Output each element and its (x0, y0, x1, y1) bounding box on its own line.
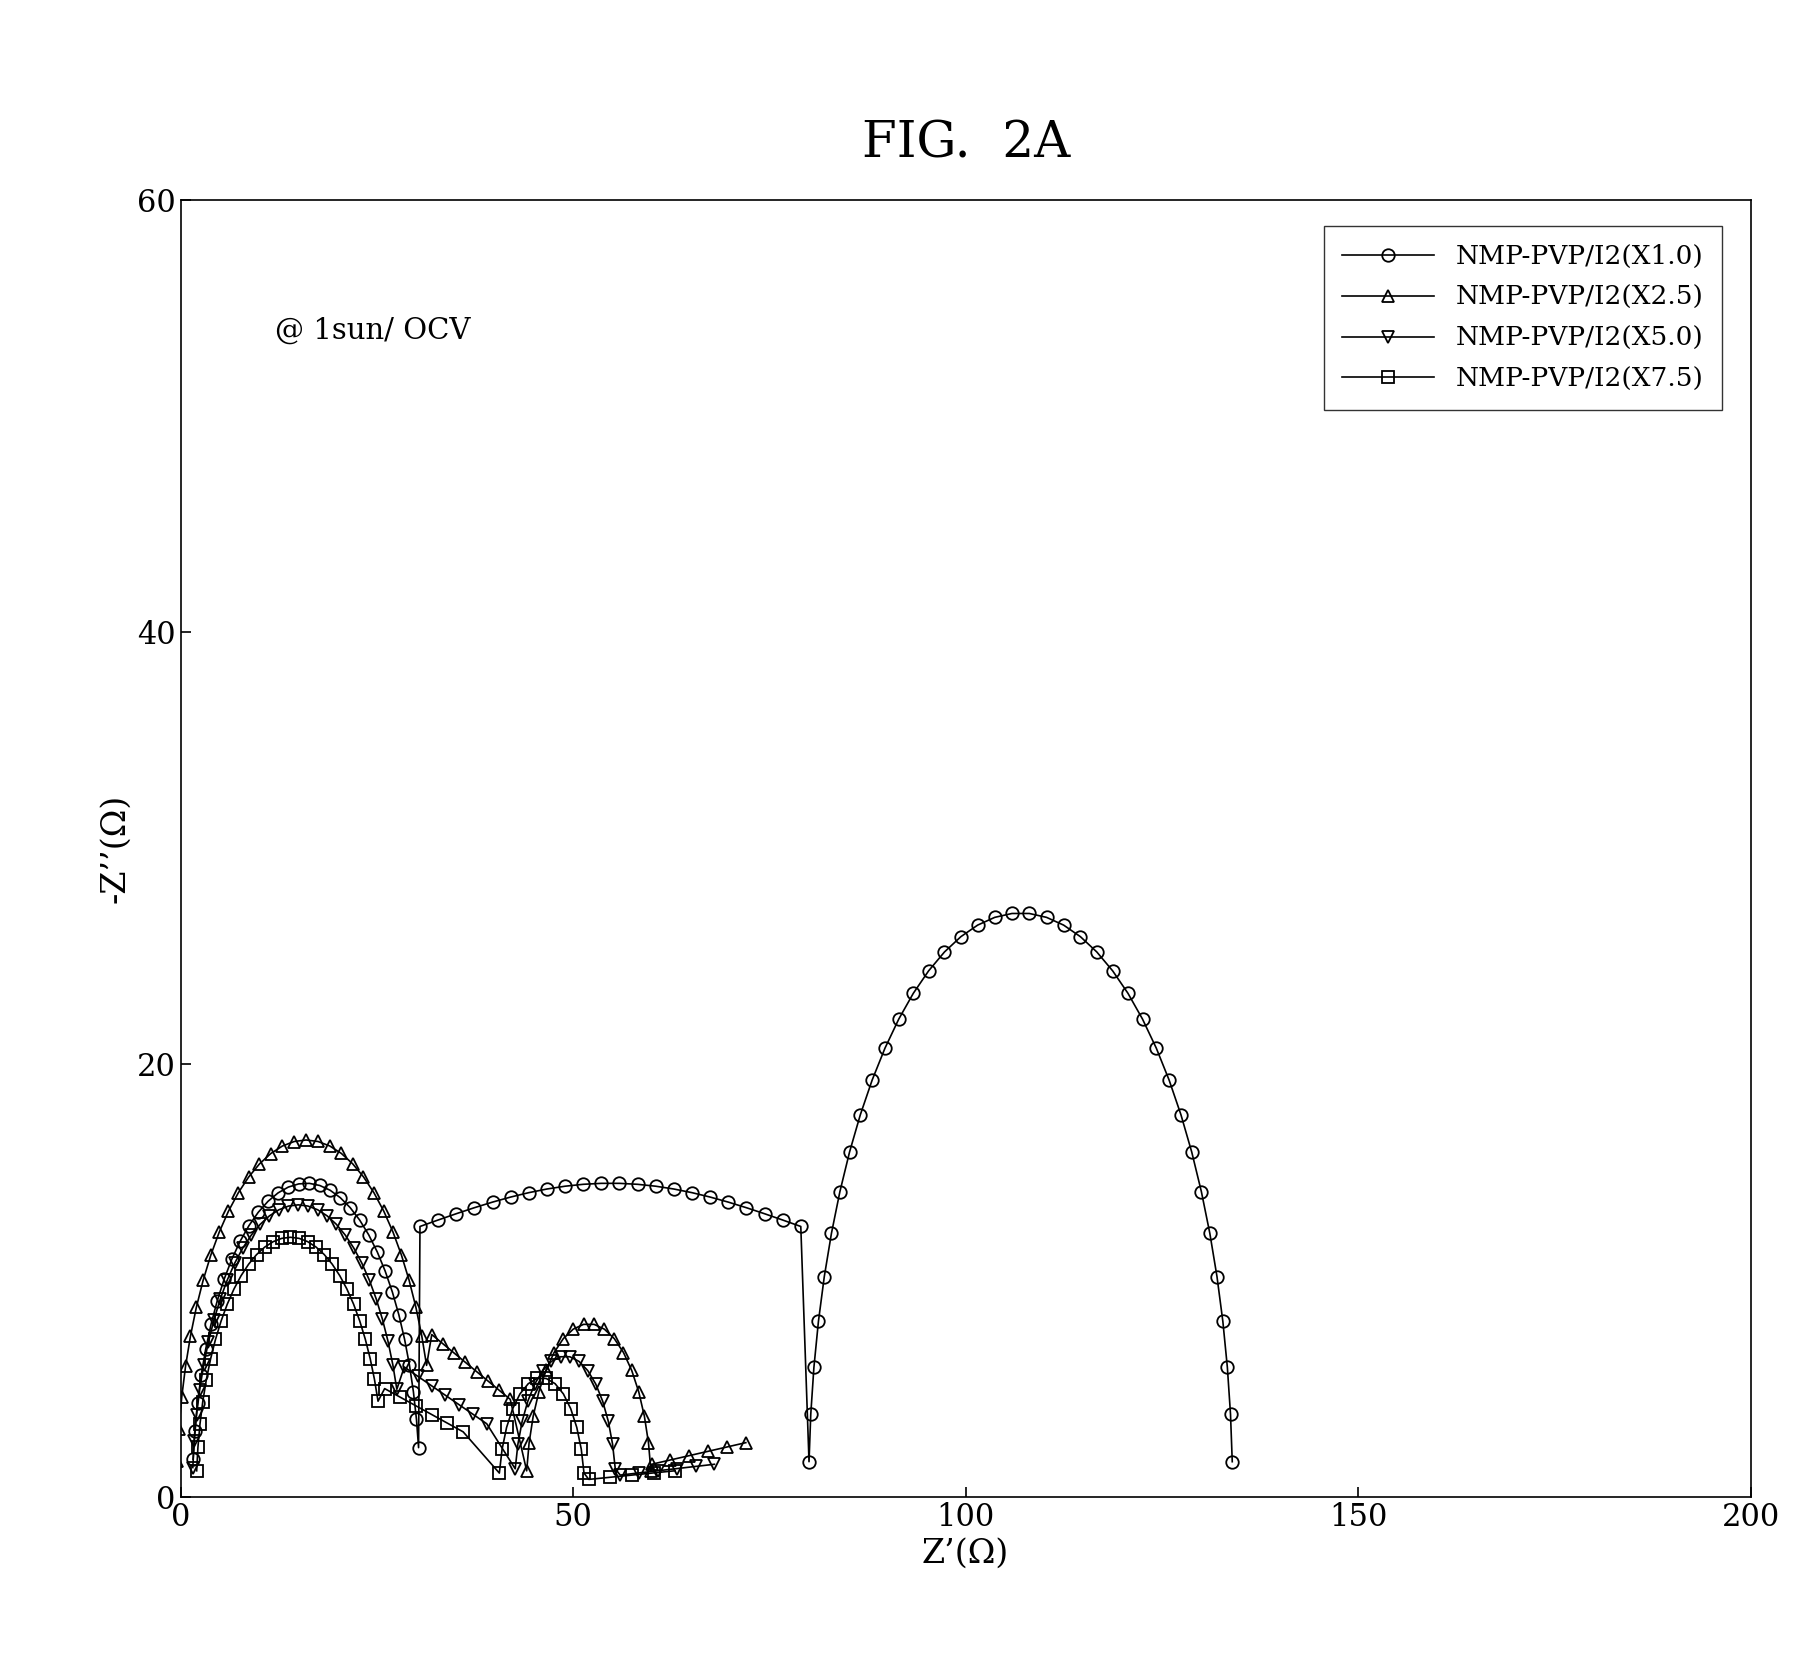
NMP-PVP/I2(X2.5) (735, 1434, 756, 1453)
Y-axis label: -Z’’(Ω): -Z’’(Ω) (99, 793, 132, 903)
NMP-PVP/I2(X5.0) (610, 1465, 632, 1485)
NMP-PVP/I2(X2.5) (641, 1460, 662, 1480)
NMP-PVP/I2(X2.5) (431, 1334, 453, 1354)
NMP-PVP/I2(X7.5) (204, 1329, 226, 1349)
NMP-PVP/I2(X7.5) (280, 1227, 301, 1247)
NMP-PVP/I2(X5.0) (540, 1352, 561, 1372)
NMP-PVP/I2(X1.0) (1222, 1452, 1244, 1472)
NMP-PVP/I2(X2.5) (249, 1154, 271, 1174)
Line: NMP-PVP/I2(X2.5): NMP-PVP/I2(X2.5) (171, 1134, 753, 1477)
NMP-PVP/I2(X5.0) (278, 1196, 300, 1216)
Legend: NMP-PVP/I2(X1.0), NMP-PVP/I2(X2.5), NMP-PVP/I2(X5.0), NMP-PVP/I2(X7.5): NMP-PVP/I2(X1.0), NMP-PVP/I2(X2.5), NMP-… (1323, 226, 1722, 411)
NMP-PVP/I2(X2.5) (166, 1452, 188, 1472)
NMP-PVP/I2(X1.0) (1052, 915, 1074, 935)
NMP-PVP/I2(X2.5) (307, 1131, 329, 1151)
NMP-PVP/I2(X1.0) (1101, 961, 1123, 981)
NMP-PVP/I2(X1.0) (800, 1404, 821, 1424)
X-axis label: Z’(Ω): Z’(Ω) (922, 1538, 1009, 1570)
NMP-PVP/I2(X2.5) (516, 1460, 538, 1480)
NMP-PVP/I2(X5.0) (186, 1405, 208, 1425)
NMP-PVP/I2(X1.0) (1002, 903, 1023, 923)
NMP-PVP/I2(X1.0) (1036, 908, 1058, 928)
NMP-PVP/I2(X1.0) (1018, 903, 1040, 923)
Line: NMP-PVP/I2(X5.0): NMP-PVP/I2(X5.0) (186, 1199, 720, 1482)
NMP-PVP/I2(X7.5) (321, 1254, 343, 1274)
NMP-PVP/I2(X2.5) (518, 1434, 540, 1453)
NMP-PVP/I2(X7.5) (574, 1463, 596, 1483)
NMP-PVP/I2(X1.0) (798, 1452, 819, 1472)
NMP-PVP/I2(X7.5) (643, 1463, 664, 1483)
Line: NMP-PVP/I2(X1.0): NMP-PVP/I2(X1.0) (188, 908, 1238, 1468)
Title: FIG.  2A: FIG. 2A (861, 120, 1070, 170)
NMP-PVP/I2(X7.5) (255, 1237, 276, 1257)
NMP-PVP/I2(X1.0) (933, 941, 955, 961)
NMP-PVP/I2(X2.5) (186, 1297, 208, 1317)
NMP-PVP/I2(X7.5) (186, 1460, 208, 1480)
NMP-PVP/I2(X7.5) (231, 1266, 253, 1285)
NMP-PVP/I2(X5.0) (287, 1196, 309, 1216)
Text: @ 1sun/ OCV: @ 1sun/ OCV (274, 316, 471, 344)
NMP-PVP/I2(X5.0) (704, 1453, 726, 1475)
NMP-PVP/I2(X1.0) (182, 1448, 204, 1468)
NMP-PVP/I2(X2.5) (296, 1131, 318, 1151)
Line: NMP-PVP/I2(X7.5): NMP-PVP/I2(X7.5) (190, 1231, 682, 1485)
NMP-PVP/I2(X7.5) (578, 1470, 599, 1490)
NMP-PVP/I2(X5.0) (182, 1457, 204, 1477)
NMP-PVP/I2(X5.0) (224, 1254, 245, 1274)
NMP-PVP/I2(X5.0) (408, 1367, 430, 1387)
NMP-PVP/I2(X7.5) (664, 1460, 686, 1480)
NMP-PVP/I2(X5.0) (204, 1310, 226, 1330)
